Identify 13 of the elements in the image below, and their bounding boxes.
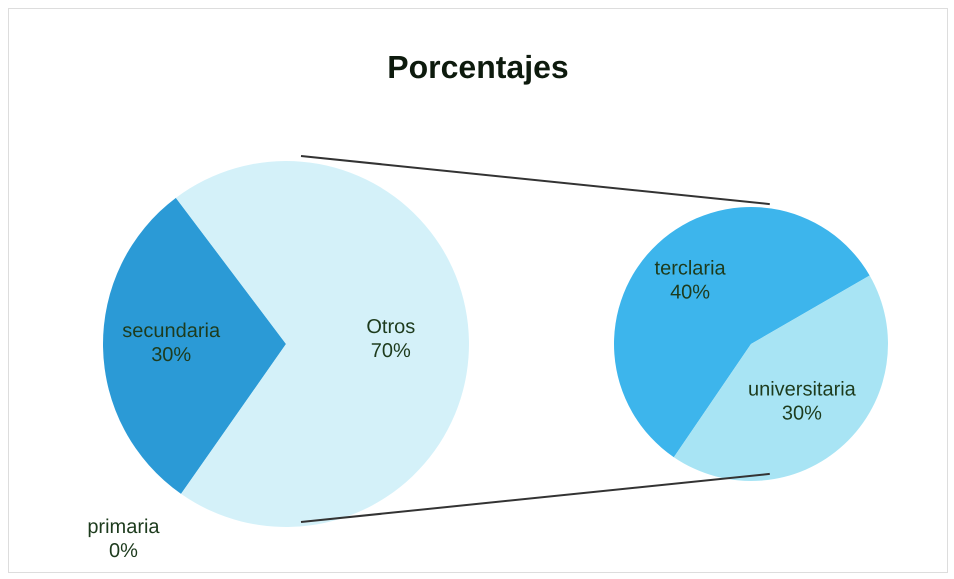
slice-label: universitaria	[748, 378, 857, 400]
slice-label: Otros	[366, 316, 416, 338]
data-label: 30%	[782, 402, 822, 424]
slice-label: terclaria	[654, 258, 727, 280]
chart-title: Porcentajes	[386, 49, 570, 86]
text: 0%	[108, 540, 138, 562]
data-label: 40%	[670, 282, 710, 304]
category-label: primaria	[87, 516, 160, 538]
data-label: 30%	[151, 344, 192, 366]
pie-slice	[614, 207, 870, 458]
slice-label: secundaria	[122, 320, 222, 342]
data-label: 70%	[370, 340, 412, 362]
pie-slice	[103, 198, 286, 494]
